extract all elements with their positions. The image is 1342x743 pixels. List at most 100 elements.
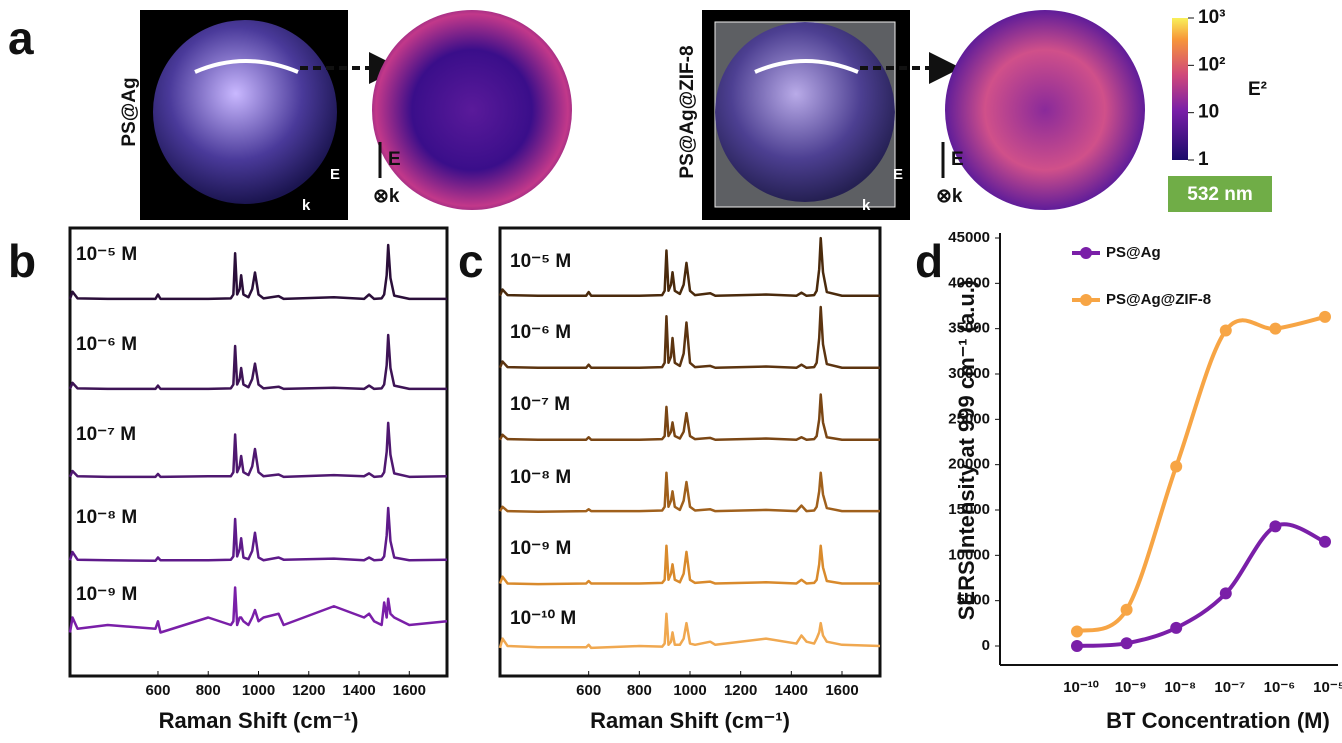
y-axis-title: SERS Intensity at 999 cm⁻¹ (a.u.)	[954, 280, 979, 620]
series-line	[1076, 522, 1326, 648]
field-map	[945, 10, 1145, 210]
series-label: 10⁻⁶ M	[76, 334, 137, 355]
field-label: E	[951, 149, 964, 170]
x-tick-label: 1400	[342, 682, 375, 699]
spectrum	[498, 305, 880, 370]
data-point	[1219, 324, 1232, 337]
x-tick-label: 10⁻⁷	[1214, 679, 1245, 696]
y-tick-label: 35000	[948, 320, 990, 337]
data-point	[1120, 603, 1133, 616]
field-map	[372, 10, 572, 210]
legend-marker	[1080, 294, 1092, 306]
panel-label: d	[915, 235, 943, 287]
x-tick-label: 1000	[242, 682, 275, 699]
legend-label: PS@Ag	[1106, 244, 1161, 261]
x-axis-title: Raman Shift (cm⁻¹)	[159, 708, 359, 733]
legend-label: PS@Ag@ZIF-8	[1106, 291, 1211, 308]
y-tick-label: 25000	[948, 410, 990, 427]
wave-label: ⊗k	[373, 186, 400, 207]
series-label: 10⁻⁵ M	[510, 251, 571, 272]
y-tick-label: 5000	[957, 592, 990, 609]
spectrum	[68, 421, 448, 479]
x-tick-label: 1400	[775, 682, 808, 699]
x-axis-title: BT Concentration (M)	[1106, 708, 1330, 733]
x-tick-label: 600	[576, 682, 601, 699]
spectrum	[68, 243, 447, 301]
spectrum	[498, 612, 881, 650]
series-line	[1076, 314, 1326, 634]
x-tick-label: 1200	[292, 682, 325, 699]
series-label: 10⁻⁷ M	[76, 424, 136, 445]
data-point	[1319, 310, 1331, 323]
zoom-mark	[194, 59, 299, 74]
x-axis-title: Raman Shift (cm⁻¹)	[590, 708, 790, 733]
wave-label: k	[302, 197, 311, 214]
spectrum	[498, 236, 880, 298]
data-point	[1170, 460, 1183, 473]
legend-marker	[1080, 247, 1092, 259]
field-label: E	[388, 149, 401, 170]
data-point	[1170, 621, 1183, 634]
wave-label: ⊗k	[936, 186, 963, 207]
spectrum	[68, 586, 448, 634]
spectrum	[498, 544, 880, 586]
series-label: 10⁻⁶ M	[510, 322, 571, 343]
x-tick-label: 1600	[825, 682, 858, 699]
panel-label: a	[8, 12, 34, 64]
wavelength-box	[1168, 176, 1272, 212]
series-label: 10⁻¹⁰ M	[510, 608, 576, 629]
sample-label: PS@Ag@ZIF-8	[677, 45, 698, 178]
x-tick-label: 1200	[724, 682, 757, 699]
spectrum	[498, 393, 880, 442]
data-point	[1071, 640, 1083, 652]
spectrum	[498, 471, 880, 514]
x-tick-label: 600	[145, 682, 170, 699]
data-point	[1219, 587, 1232, 600]
x-tick-label: 1000	[673, 682, 706, 699]
y-tick-label: 15000	[948, 501, 990, 518]
y-tick-label: 20000	[948, 456, 990, 473]
field-label: E	[893, 166, 903, 183]
series-label: 10⁻⁸ M	[76, 507, 137, 528]
x-tick-label: 10⁻⁸	[1164, 679, 1196, 696]
y-tick-label: 10000	[948, 546, 990, 563]
sample-label: PS@Ag	[119, 77, 140, 146]
series-label: 10⁻⁷ M	[510, 394, 570, 415]
colorbar-title: E²	[1248, 79, 1267, 100]
series-label: 10⁻⁹ M	[76, 584, 137, 605]
colorbar-tick-label: 10³	[1198, 7, 1225, 28]
y-tick-label: 40000	[948, 274, 990, 291]
data-point	[1269, 520, 1282, 533]
x-tick-label: 10⁻¹⁰	[1063, 679, 1099, 696]
data-point	[1120, 637, 1133, 650]
particle	[153, 20, 337, 204]
x-tick-label: 800	[196, 682, 221, 699]
series-label: 10⁻⁸ M	[510, 467, 571, 488]
x-tick-label: 10⁻⁶	[1264, 679, 1296, 696]
spectrum	[68, 506, 448, 563]
colorbar-tick-label: 1	[1198, 149, 1209, 170]
panel-label: b	[8, 235, 36, 287]
spectrum	[68, 333, 447, 391]
x-tick-label: 10⁻⁵	[1313, 679, 1342, 696]
particle	[715, 22, 895, 202]
data-point	[1319, 535, 1331, 548]
colorbar-tick-label: 10²	[1198, 54, 1225, 75]
wavelength: 532 nm	[1187, 184, 1252, 205]
wave-label: k	[862, 197, 871, 214]
y-tick-label: 30000	[948, 365, 990, 382]
x-tick-label: 1600	[393, 682, 426, 699]
y-tick-label: 45000	[948, 229, 990, 246]
panel-a: PS@Ag E k E ⊗k PS@Ag@ZIF-8 E k E ⊗k E² 5…	[119, 10, 1272, 220]
y-tick-label: 0	[982, 637, 990, 654]
panel-label: c	[458, 235, 484, 287]
field-label: E	[330, 166, 340, 183]
data-point	[1071, 625, 1083, 638]
data-point	[1269, 322, 1282, 335]
series-label: 10⁻⁹ M	[510, 538, 571, 559]
series-label: 10⁻⁵ M	[76, 244, 137, 265]
colorbar-tick-label: 10	[1198, 102, 1219, 123]
zoom-mark	[754, 59, 859, 74]
colorbar	[1172, 18, 1188, 160]
